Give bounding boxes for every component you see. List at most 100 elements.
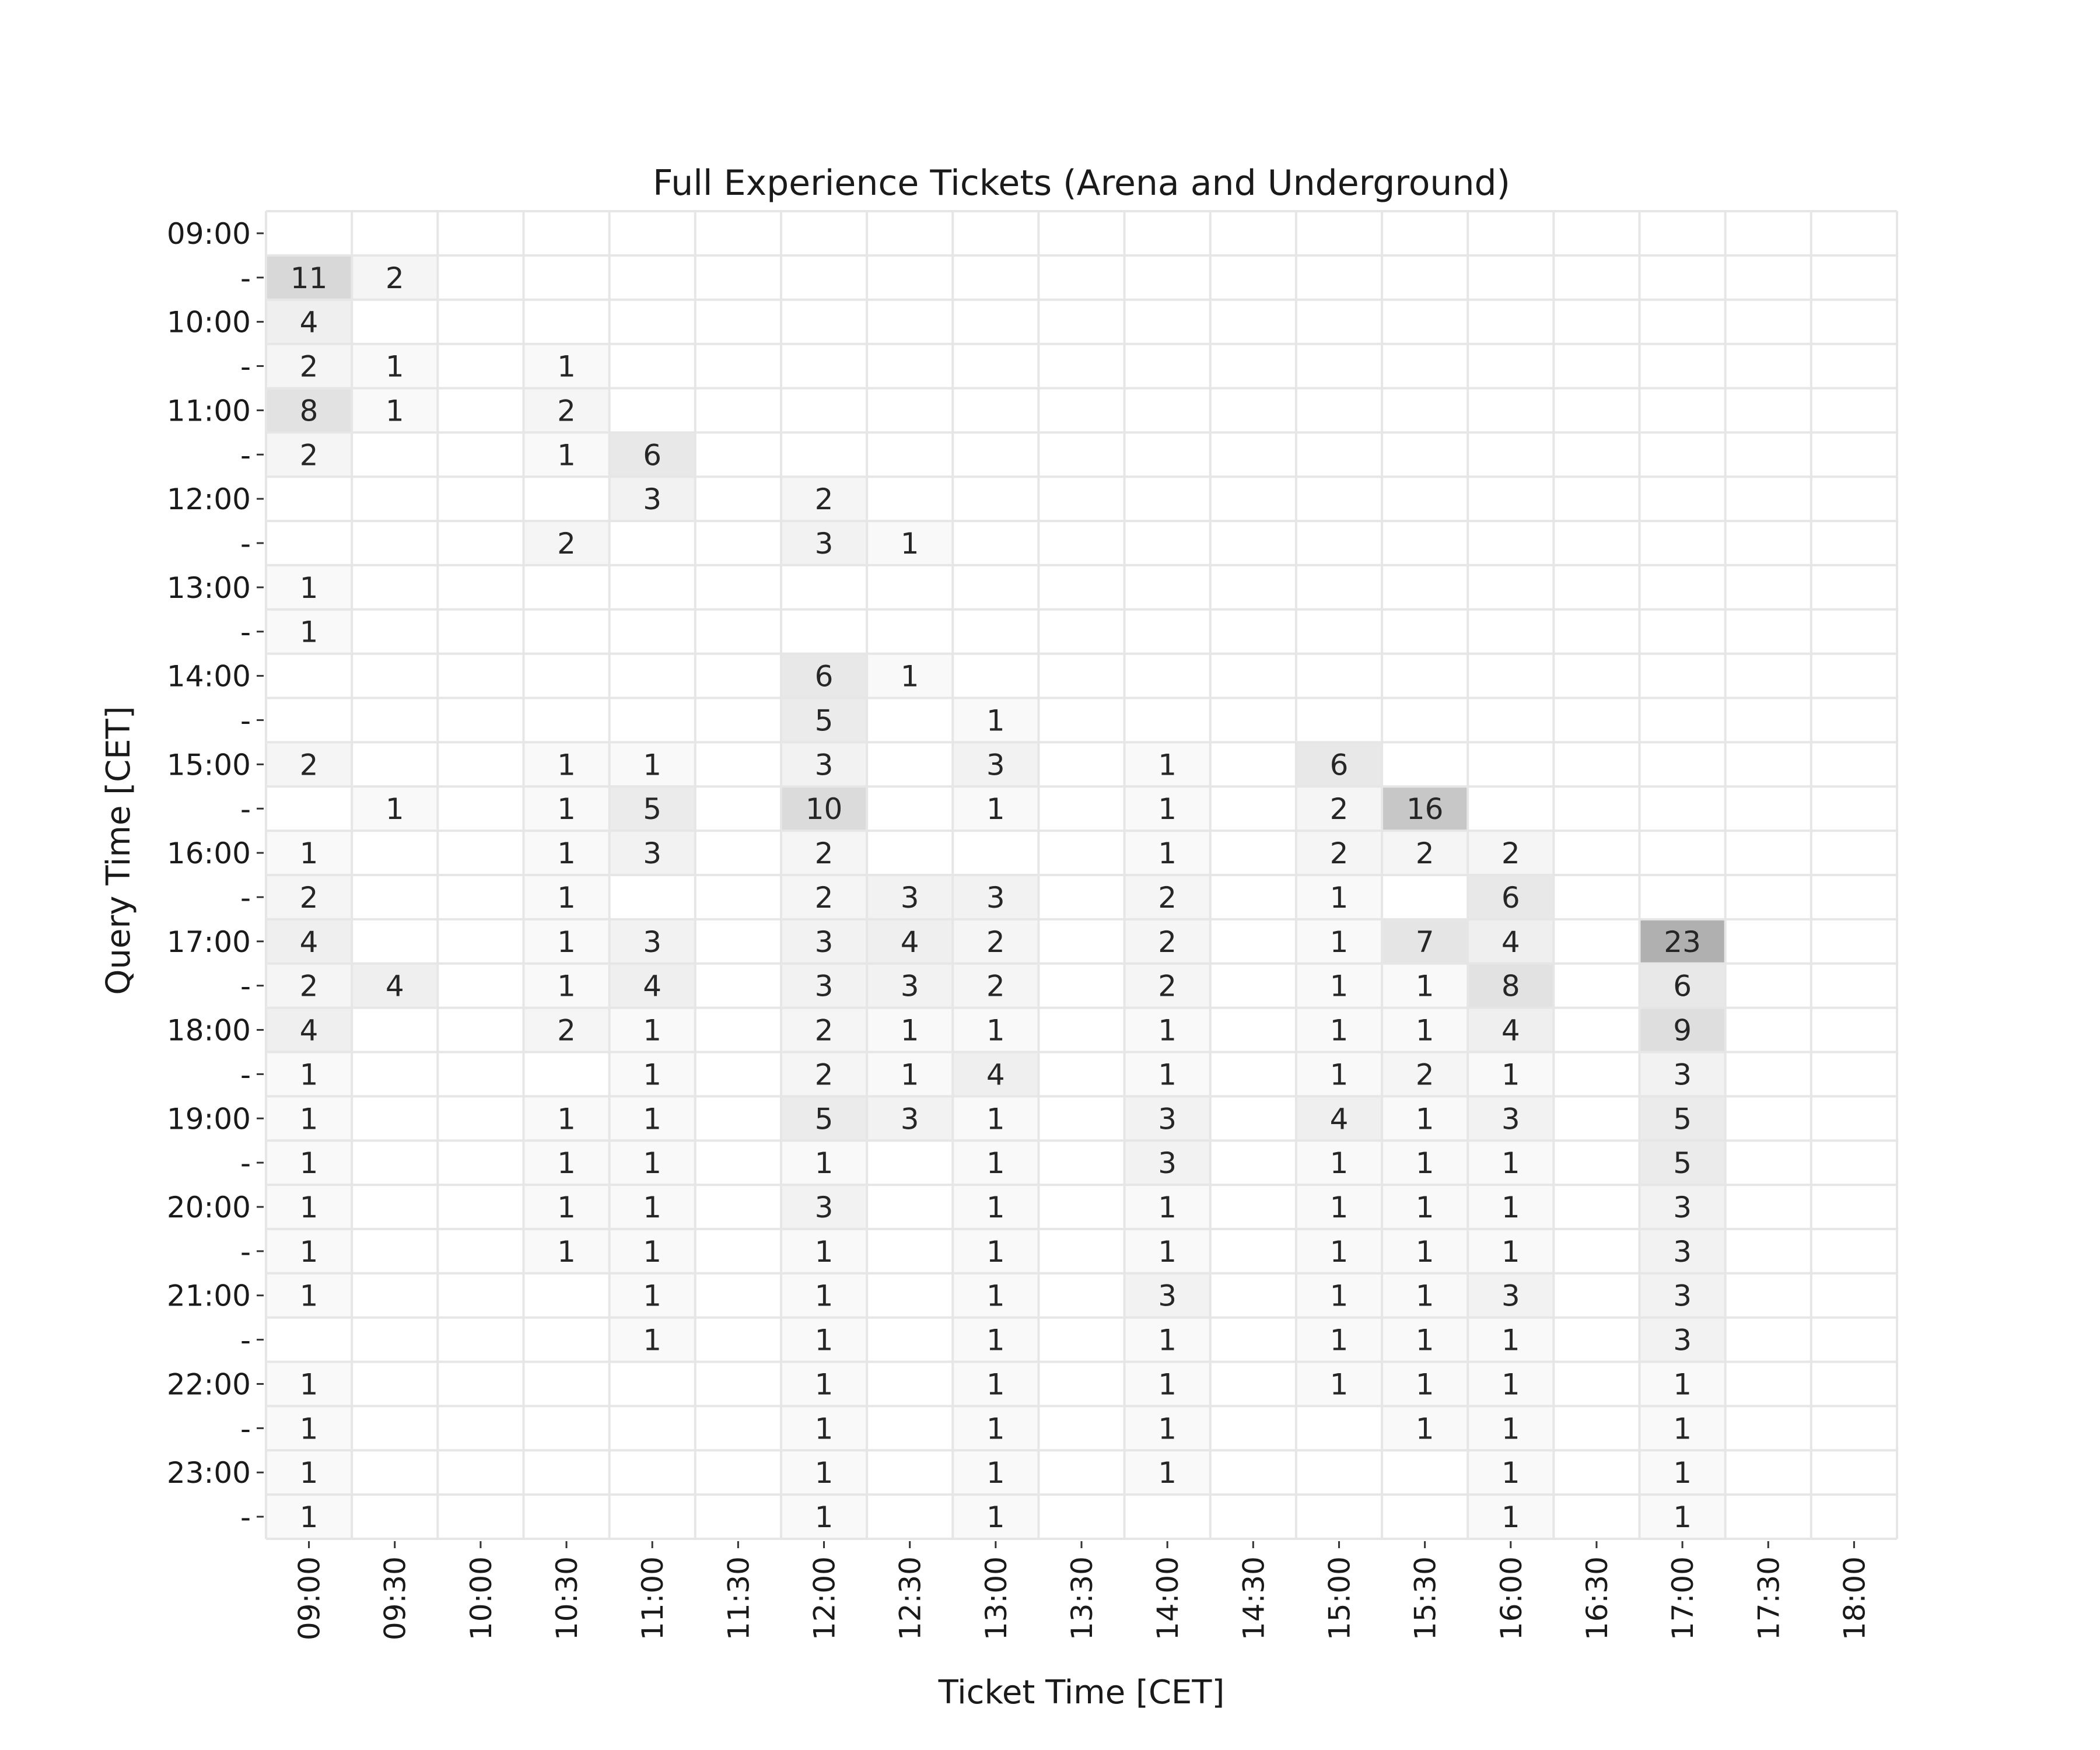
- cell-value-label: 1: [1502, 1456, 1520, 1490]
- cell-value-label: 1: [1330, 1014, 1349, 1048]
- heatmap-cell: [780, 742, 867, 787]
- cell-value-label: 1: [1673, 1367, 1692, 1401]
- heatmap-cell: [1382, 1362, 1468, 1406]
- heatmap-cell: [352, 344, 438, 388]
- cell-value-label: 1: [986, 1412, 1005, 1446]
- cell-value-label: 2: [300, 881, 318, 915]
- heatmap-cell: [1296, 1096, 1382, 1141]
- cell-value-label: 1: [300, 1102, 318, 1136]
- cell-value-label: 1: [1330, 881, 1349, 915]
- cell-value-label: 2: [1158, 881, 1177, 915]
- cell-value-label: 1: [300, 1235, 318, 1269]
- y-tick-label: 18:00: [167, 1014, 251, 1048]
- y-tick-label: -: [240, 1500, 251, 1534]
- x-tick-label: 11:00: [636, 1556, 670, 1640]
- heatmap-cell: [953, 1140, 1039, 1185]
- heatmap-cell: [1382, 831, 1468, 875]
- cell-value-label: 1: [1416, 1102, 1434, 1136]
- cell-value-label: 4: [300, 1014, 318, 1048]
- cell-value-label: 1: [986, 1367, 1005, 1401]
- x-tick-label: 15:00: [1322, 1556, 1356, 1640]
- cell-value-label: 3: [901, 881, 919, 915]
- cell-value-label: 2: [300, 970, 318, 1003]
- heatmap-cell: [1124, 1450, 1210, 1495]
- cell-value-label: 2: [1502, 836, 1520, 870]
- heatmap-cell: [1639, 919, 1726, 964]
- heatmap-cell: [780, 1007, 867, 1052]
- x-tick-label: 10:30: [550, 1556, 584, 1640]
- cell-value-label: 2: [1330, 836, 1349, 870]
- heatmap-cell: [609, 1317, 695, 1362]
- heatmap-cell: [1468, 1406, 1554, 1451]
- cell-value-label: 1: [1330, 970, 1349, 1003]
- cell-value-label: 1: [1502, 1324, 1520, 1357]
- cell-value-label: 1: [986, 1146, 1005, 1180]
- heatmap-cell: [266, 831, 352, 875]
- cell-value-label: 1: [1158, 1412, 1177, 1446]
- x-tick-label: 13:00: [979, 1556, 1013, 1640]
- heatmap-cell: [609, 1096, 695, 1141]
- cell-value-label: 1: [1502, 1146, 1520, 1180]
- heatmap-cell: [1296, 1007, 1382, 1052]
- cell-value-label: 3: [986, 881, 1005, 915]
- heatmap-cell: [1124, 1052, 1210, 1097]
- cell-value-label: 1: [815, 1412, 834, 1446]
- cell-value-label: 1: [986, 704, 1005, 737]
- cell-value-label: 1: [386, 792, 404, 826]
- cell-value-label: 1: [1158, 1191, 1177, 1224]
- y-tick-label: -: [240, 350, 251, 384]
- heatmap-cell: [1639, 1450, 1726, 1495]
- cell-value-label: 1: [901, 527, 919, 561]
- heatmap-cell: [1468, 1096, 1554, 1141]
- heatmap-cell: [780, 1140, 867, 1185]
- y-tick-label: -: [240, 1058, 251, 1091]
- cell-value-label: 1: [1502, 1412, 1520, 1446]
- cell-value-label: 1: [557, 1235, 576, 1269]
- cell-value-label: 1: [557, 881, 576, 915]
- cell-value-label: 1: [643, 1191, 662, 1224]
- x-axis-label: Ticket Time [CET]: [938, 1674, 1225, 1712]
- cell-value-label: 6: [815, 660, 834, 694]
- heatmap-cell: [266, 1096, 352, 1141]
- cell-value-label: 5: [1673, 1102, 1692, 1136]
- heatmap-cell: [266, 1185, 352, 1229]
- heatmap-cell: [523, 919, 610, 964]
- cell-value-label: 3: [643, 836, 662, 870]
- heatmap-cell: [1296, 1273, 1382, 1318]
- heatmap-cell: [523, 432, 610, 477]
- cell-value-label: 4: [386, 970, 404, 1003]
- heatmap-cell: [609, 1273, 695, 1318]
- heatmap-cell: [953, 1406, 1039, 1451]
- x-tick-label: 17:30: [1752, 1556, 1786, 1640]
- heatmap-cell: [352, 786, 438, 831]
- heatmap-cell: [523, 831, 610, 875]
- cell-value-label: 1: [1330, 1235, 1349, 1269]
- cell-value-label: 8: [300, 394, 318, 428]
- y-tick-label: 16:00: [167, 836, 251, 870]
- y-tick-label: -: [240, 1324, 251, 1357]
- heatmap-cell: [1382, 786, 1468, 831]
- cell-value-label: 4: [1330, 1102, 1349, 1136]
- cell-value-label: 1: [815, 1367, 834, 1401]
- heatmap-cell: [1296, 1140, 1382, 1185]
- cell-value-label: 2: [1158, 970, 1177, 1003]
- heatmap-cell: [1382, 1007, 1468, 1052]
- cell-value-label: 1: [300, 1500, 318, 1534]
- x-tick-label: 11:30: [722, 1556, 755, 1640]
- heatmap-cell: [953, 963, 1039, 1008]
- heatmap-cell: [1296, 875, 1382, 919]
- heatmap-cell: [266, 432, 352, 477]
- cell-value-label: 1: [643, 1235, 662, 1269]
- heatmap-cell: [1382, 1228, 1468, 1273]
- heatmap-cell: [1296, 919, 1382, 964]
- heatmap-cell: [1639, 1406, 1726, 1451]
- cell-value-label: 1: [557, 748, 576, 782]
- heatmap-cell: [1124, 831, 1210, 875]
- y-tick-label: 13:00: [167, 571, 251, 605]
- cell-value-label: 1: [986, 1014, 1005, 1048]
- heatmap-cell: [1124, 1273, 1210, 1318]
- heatmap-cell: [523, 1228, 610, 1273]
- cell-value-label: 4: [986, 1058, 1005, 1091]
- y-tick-label: -: [240, 792, 251, 826]
- heatmap-cell: [1639, 1007, 1726, 1052]
